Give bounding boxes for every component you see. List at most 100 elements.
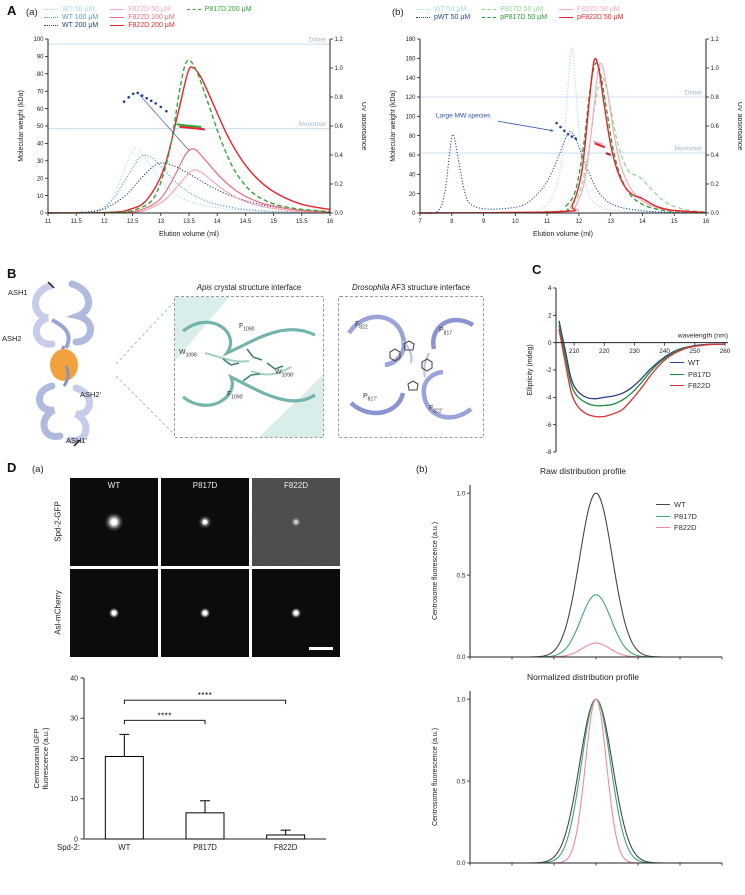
bar-F822D [266,834,306,840]
bar_gfp-svg: 0 10 20 30 40 Centrosomal GFP fluorescence (a.… [32,675,326,852]
svg-text:0.2: 0.2 [711,182,720,188]
zoom-connector-lines [115,301,175,435]
legend-label: pP817D 50 μM [500,14,548,21]
legend-item: WT 200 μM [44,22,98,29]
series-F822D [558,328,726,418]
annotation: Large MW species [436,112,491,119]
subpanel-label-Da: (a) [32,464,44,475]
series-WT MALS trend [139,94,190,151]
series-pP817D 50 μM [419,62,707,214]
svg-text:0.0: 0.0 [456,860,465,867]
svg-text:0.5: 0.5 [456,778,465,785]
svg-text:12.5: 12.5 [127,219,139,225]
legend-swatch [559,9,574,10]
legend-label: WT 50 μM [62,6,95,13]
legend-swatch [44,9,58,10]
svg-text:0.2: 0.2 [335,182,344,188]
apis-interface-cartoon [175,297,323,437]
legend-label: F822D [688,381,711,390]
legend-label: WT 50 μM [434,6,467,13]
svg-text:0: 0 [74,836,78,843]
residue-label-f1090p: F1090' [227,391,244,401]
svg-text:120: 120 [405,95,416,101]
column-label-wt: WT [107,481,121,490]
apis-interface-box: W1098 F1090 F1090' W1098' [174,296,324,438]
legend-item: pP817D 50 μM [482,14,547,21]
dist_raw-svg: 0.0 0.5 1.0 Centrosome fluorescence (a.u.) [432,485,723,661]
legend-label: P817D [674,511,697,521]
legend-swatch [44,25,58,26]
svg-text:13: 13 [157,219,164,225]
svg-text:20: 20 [37,176,44,182]
legend-item: P817D 200 μM [186,6,252,13]
legend-label: WT [674,500,686,509]
legend-item: WT [670,358,711,367]
legend-swatch [656,515,670,517]
svg-text:11.5: 11.5 [71,219,83,225]
legend-item: WT [656,500,697,509]
legend-label: pWT 50 μM [434,14,471,21]
micrograph-gfp-wt: WT [70,478,158,566]
significance-label: **** [198,691,212,700]
sec_a-svg: Dimer Monomer 0 10 20 30 40 50 60 70 80 90 100 0.0 0.2… [18,37,366,238]
svg-text:160: 160 [405,57,416,63]
series-P817D 50 μM [419,76,707,214]
svg-text:15.5: 15.5 [296,219,308,225]
svg-text:210: 210 [569,348,580,355]
svg-text:11: 11 [544,219,551,225]
column-label-p817d: P817D [192,481,218,490]
series-P817D [470,698,722,864]
domain-label-ash1: ASH1 [8,288,28,297]
svg-text:30: 30 [70,716,78,723]
svg-text:7: 7 [418,219,422,225]
ref-line-label: Monomer [299,121,327,128]
droso-interface-cartoon [347,314,475,420]
series-F822D 50 μM [47,169,331,214]
legend-item: F822D 50 μM [110,6,174,13]
y-axis-label: Molecular weight (kDa) [18,90,25,162]
series-F822D 50 μM [419,62,707,214]
svg-text:0.4: 0.4 [711,153,720,159]
subpanel-label-Db: (b) [416,464,428,475]
micrograph-mcherry-wt [70,569,158,657]
domain-label-ash2p: ASH2' [80,390,102,399]
legend-item: P817D [670,370,711,379]
svg-text:0.0: 0.0 [711,211,720,217]
series-WT [470,698,722,864]
row-label-asl-mcherry: Asl-mCherry [53,590,63,635]
svg-text:1.0: 1.0 [711,66,720,72]
subpanel-label-Aa: (a) [26,7,38,18]
svg-text:0.6: 0.6 [335,124,344,130]
gfp-fluorescence-bar-chart: 0 10 20 30 40 Centrosomal GFP fluorescence (a.… [28,664,340,879]
legend-label: F822D 50 μM [128,6,171,13]
svg-text:12: 12 [576,219,583,225]
chart-legend: WT 50 μM pWT 50 μM P817D 50 μM pP817D 50 μM… [416,6,742,34]
svg-text:100: 100 [405,115,416,121]
y-axis-label: Ellipticity (mdeg) [527,344,534,395]
svg-text:0.8: 0.8 [711,95,720,101]
panel-label-A: A [7,3,17,18]
svg-text:230: 230 [629,348,640,355]
svg-text:100: 100 [33,37,44,43]
legend-label: P817D 50 μM [500,6,544,13]
y-axis-label: Molecular weight (kDa) [390,90,397,162]
svg-text:80: 80 [409,134,416,140]
chart-legend: WT P817D F822D [670,358,711,390]
scale-bar [309,647,333,650]
panel-label-C: C [532,262,542,277]
centrosome-focus [104,603,124,623]
panel-label-D: D [7,460,17,475]
x-axis-label: Elution volume (ml) [533,231,593,238]
ref-line-label: Monomer [675,146,703,153]
category-label: P817D [193,843,217,852]
series-WT 50 μM [47,147,331,214]
legend-swatch [482,9,497,10]
bar-P817D [185,812,225,840]
svg-text:260: 260 [720,348,731,355]
legend-swatch [670,362,684,363]
category-label: F822D [274,843,298,852]
raw-distribution-chart: Raw distribution profile 0.0 0.5 1.0 Centros… [428,466,738,669]
bar-WT [104,755,144,840]
legend-item: F822D 200 μM [110,22,175,29]
svg-text:0.5: 0.5 [456,572,465,579]
